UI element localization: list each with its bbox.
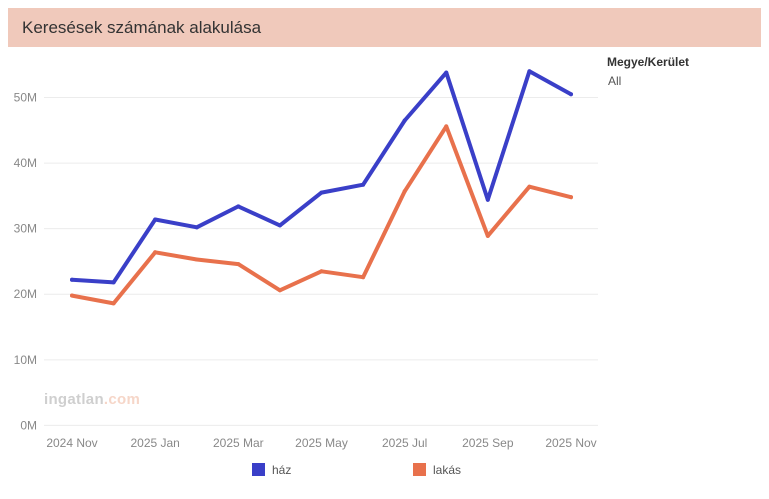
data-point [70, 277, 74, 282]
series-line-lakás [70, 124, 573, 306]
x-tick-label: 2025 May [295, 436, 348, 450]
data-point [153, 217, 158, 222]
legend-swatch [413, 463, 426, 476]
legend-label: lakás [433, 463, 461, 477]
data-point [485, 197, 490, 202]
x-tick-label: 2025 Jul [382, 436, 427, 450]
watermark-brand: ingatlan [44, 391, 104, 408]
data-point [527, 184, 532, 189]
x-tick-label: 2025 Nov [545, 436, 596, 450]
data-point [569, 92, 573, 97]
data-point [236, 204, 241, 209]
x-tick-label: 2024 Nov [46, 436, 97, 450]
data-point [194, 257, 199, 262]
chart-title: Keresések számának alakulása [22, 17, 262, 37]
watermark-suffix: .com [103, 391, 141, 408]
series-line-ház [70, 69, 573, 285]
y-tick-label: 0M [20, 418, 37, 432]
region-filter[interactable]: Megye/Kerület All [607, 55, 689, 88]
brand-watermark: ingatlan.com [44, 391, 140, 408]
data-point [70, 293, 74, 298]
region-filter-value[interactable]: All [608, 74, 622, 88]
data-point [236, 262, 241, 267]
x-tick-label: 2025 Mar [213, 436, 264, 450]
data-point [111, 301, 116, 306]
y-tick-label: 50M [14, 91, 37, 105]
x-tick-label: 2025 Jan [130, 436, 179, 450]
data-point [153, 250, 158, 255]
region-filter-label: Megye/Kerület [607, 55, 690, 69]
data-point [277, 288, 282, 293]
data-point [194, 225, 199, 230]
data-point [444, 124, 449, 129]
legend-label: ház [272, 463, 291, 477]
legend-swatch [252, 463, 265, 476]
data-point [277, 223, 282, 228]
data-point [111, 280, 116, 285]
data-point [569, 195, 573, 200]
data-point [402, 118, 407, 123]
data-point [527, 69, 532, 74]
chart-title-bar: Keresések számának alakulása [8, 8, 761, 47]
legend-item-lakás[interactable]: lakás [413, 463, 461, 477]
data-point [402, 189, 407, 194]
y-tick-label: 20M [14, 287, 37, 301]
y-tick-label: 10M [14, 353, 37, 367]
legend-item-ház[interactable]: ház [252, 463, 291, 477]
data-point [319, 269, 324, 274]
data-point [361, 182, 366, 187]
data-point [319, 190, 324, 195]
x-tick-label: 2025 Sep [462, 436, 514, 450]
data-point [361, 275, 366, 280]
data-point [444, 70, 449, 75]
y-tick-label: 40M [14, 156, 37, 170]
data-point [485, 233, 490, 238]
y-tick-label: 30M [14, 222, 37, 236]
